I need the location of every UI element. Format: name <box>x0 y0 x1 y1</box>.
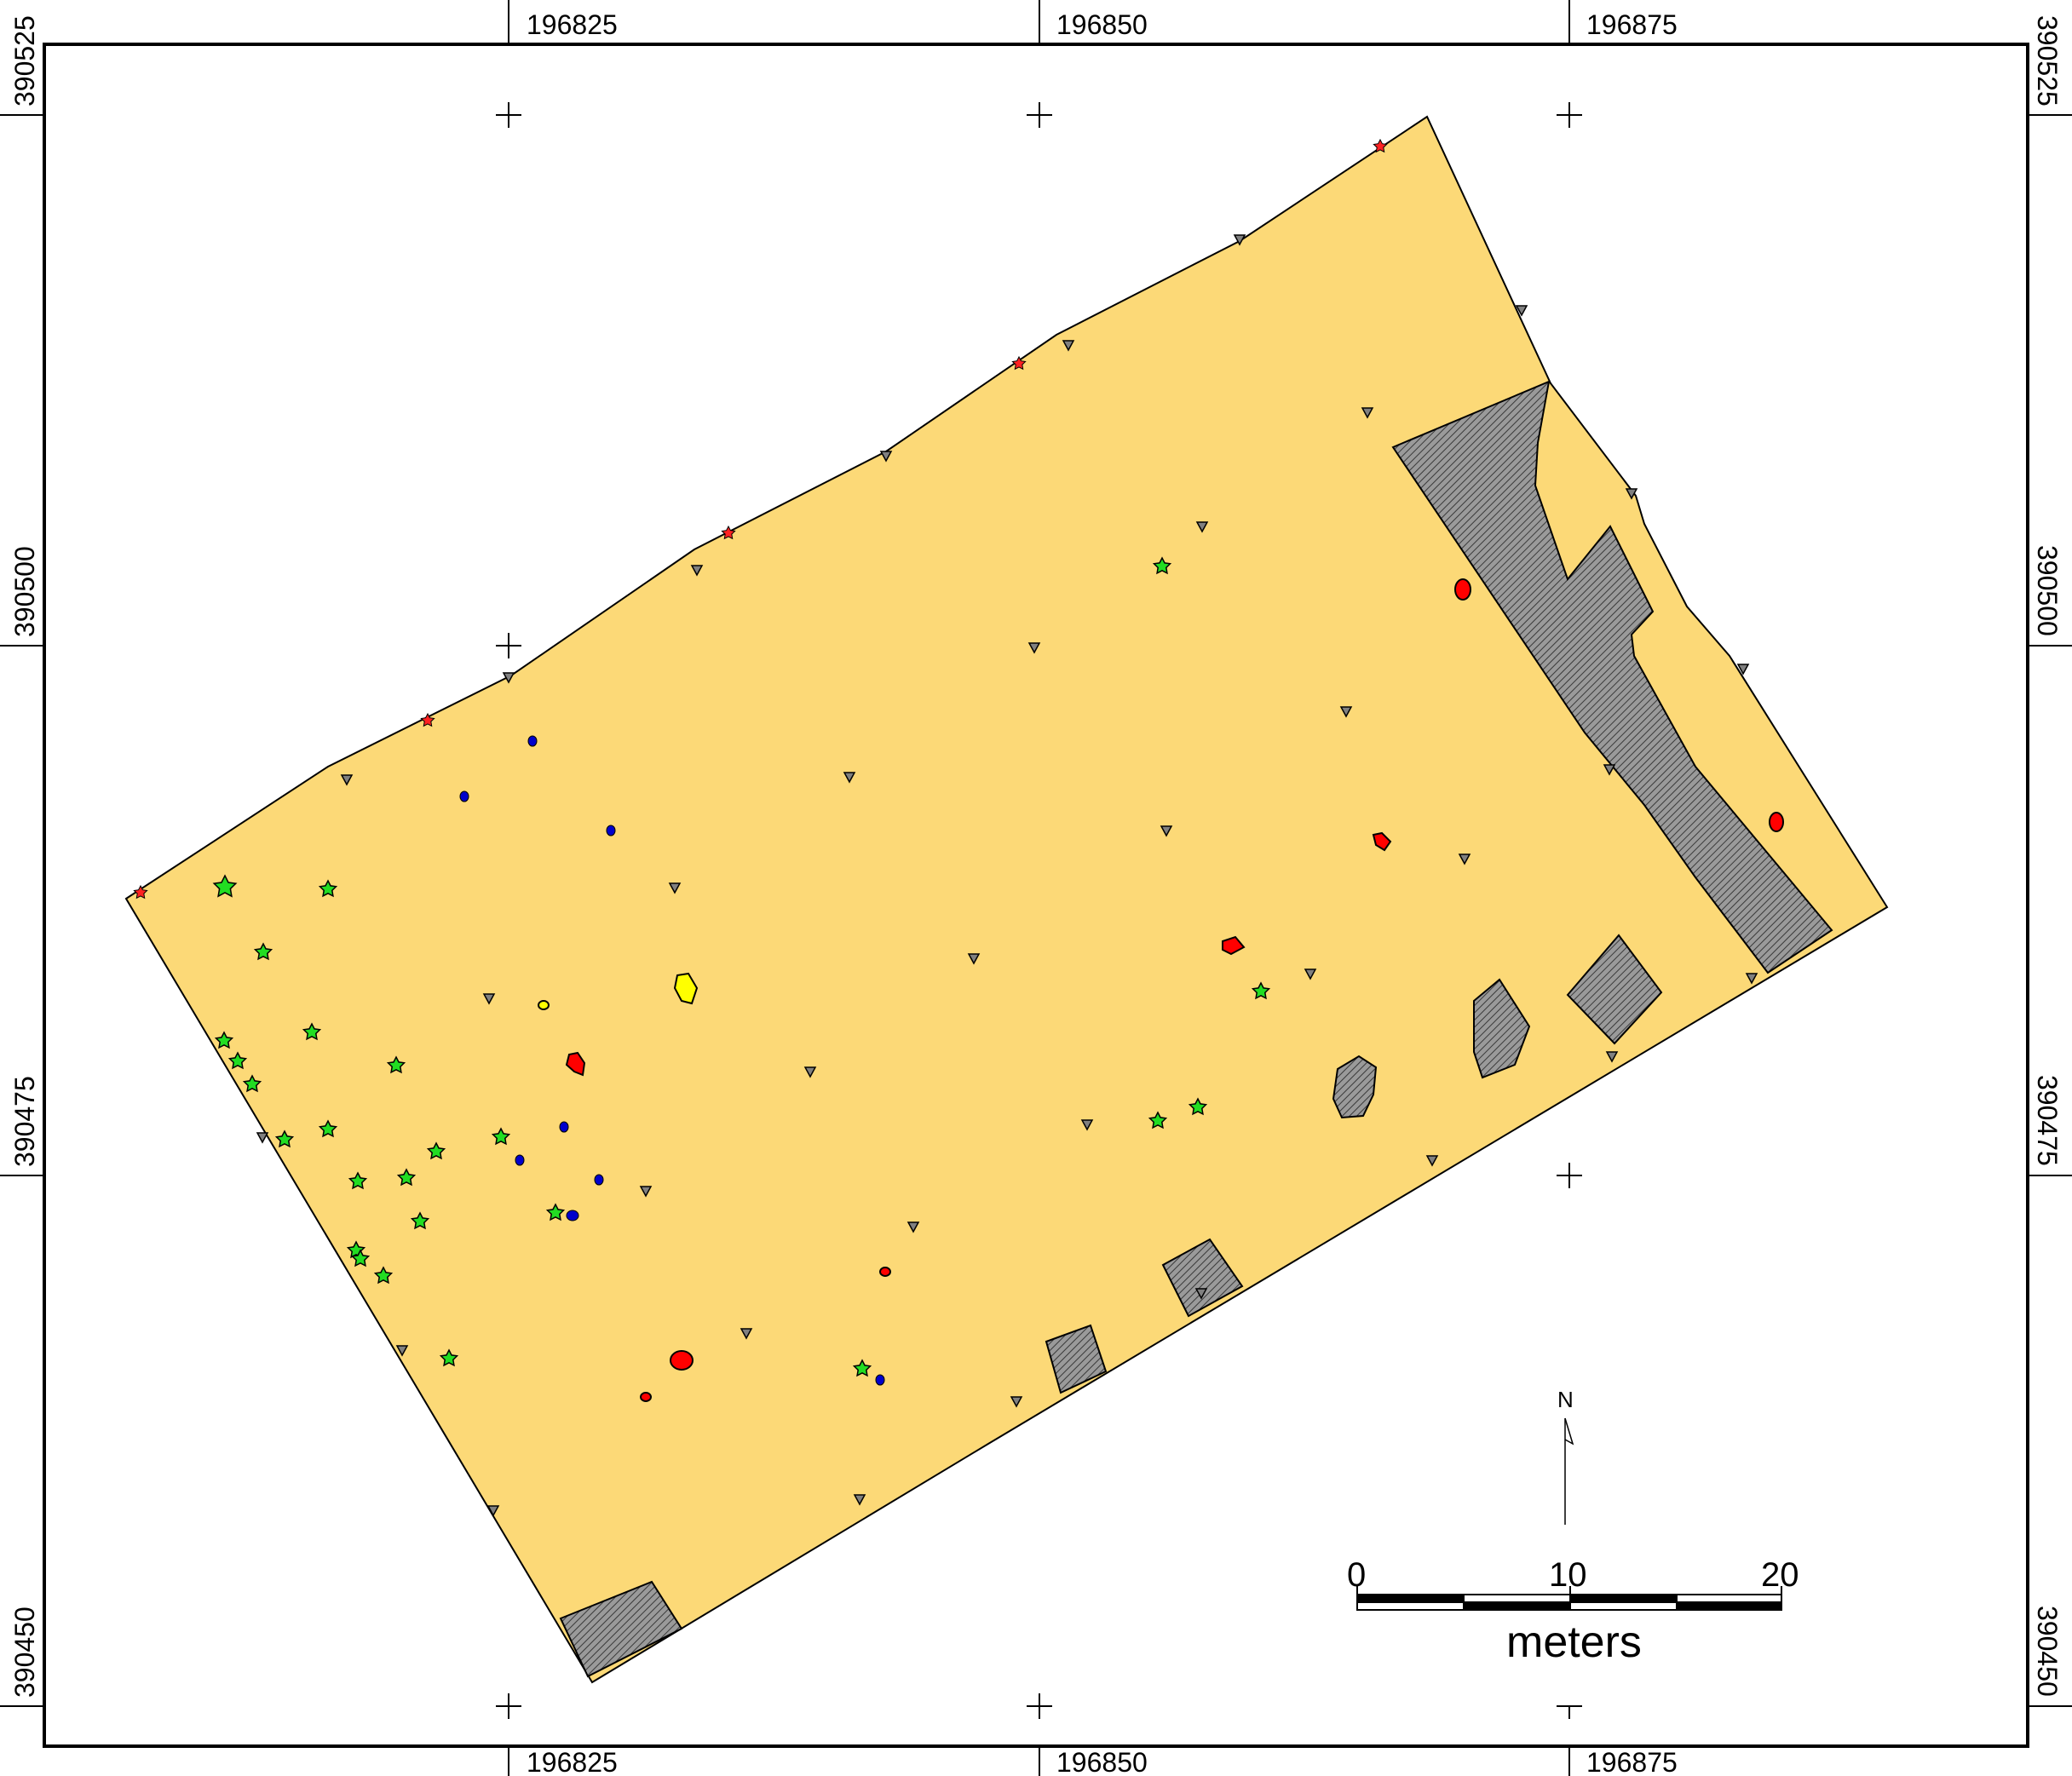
red-features <box>565 578 1784 1402</box>
scale-tick-20: 20 <box>1761 1556 1799 1594</box>
northing-left-1: 390525 <box>9 15 40 106</box>
site-boundary <box>124 115 1889 1684</box>
easting-top-2: 196850 <box>1056 9 1148 40</box>
map-frame <box>43 43 2029 1748</box>
north-label: N <box>1557 1387 1574 1412</box>
yellow-features <box>538 972 699 1010</box>
scale-tick-10: 10 <box>1549 1556 1587 1594</box>
north-arrow <box>1564 1417 1574 1525</box>
northing-right-1: 390525 <box>2032 15 2063 106</box>
northing-right-4: 390450 <box>2032 1606 2063 1697</box>
scale-bar <box>1356 1586 1782 1611</box>
green-stars <box>212 556 1271 1377</box>
blue-dots <box>459 735 885 1386</box>
red-stars <box>133 138 1388 899</box>
gray-triangles <box>256 234 1758 1517</box>
disturbed-areas <box>559 380 1833 1678</box>
northing-left-2: 390500 <box>9 546 40 637</box>
northing-left-3: 390475 <box>9 1076 40 1167</box>
northing-right-2: 390500 <box>2032 545 2063 636</box>
northing-right-3: 390475 <box>2032 1075 2063 1166</box>
scale-tick-0: 0 <box>1347 1556 1366 1594</box>
scale-unit: meters <box>1506 1618 1642 1667</box>
easting-top-3: 196875 <box>1586 9 1678 40</box>
easting-bottom-2: 196850 <box>1056 1747 1148 1776</box>
northing-left-4: 390450 <box>9 1606 40 1698</box>
easting-bottom-1: 196825 <box>527 1747 618 1776</box>
easting-top-1: 196825 <box>527 9 618 40</box>
easting-bottom-3: 196875 <box>1586 1747 1678 1776</box>
